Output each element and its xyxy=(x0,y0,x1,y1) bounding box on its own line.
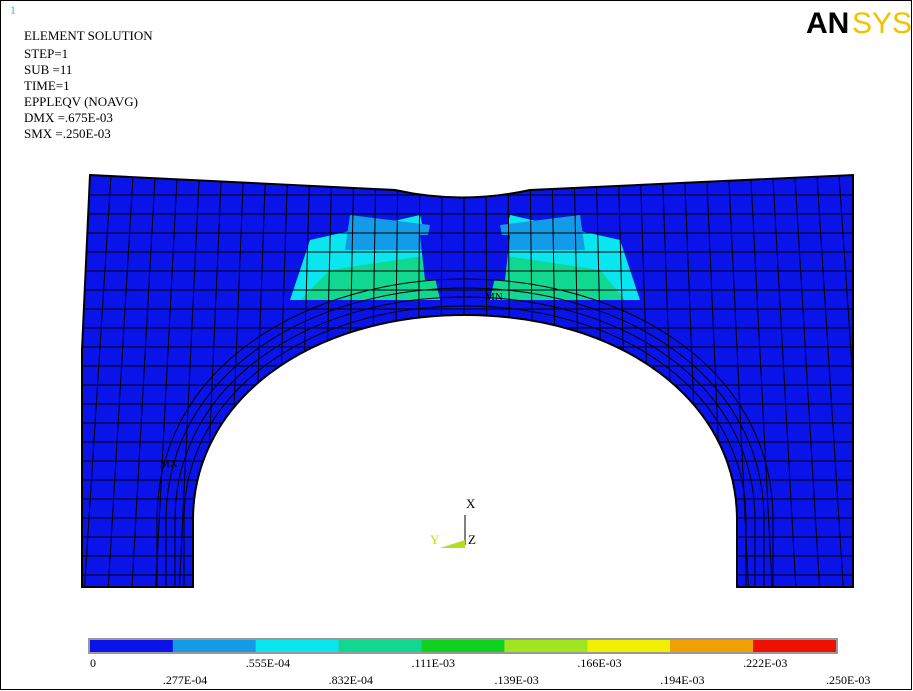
header-line: DMX =.675E-03 xyxy=(24,110,113,125)
legend-label: .250E-03 xyxy=(826,673,870,687)
logo-left: AN xyxy=(806,7,849,40)
legend-label: .222E-03 xyxy=(743,656,787,670)
legend-label: .194E-03 xyxy=(660,673,704,687)
triad-y: Y xyxy=(430,532,440,547)
legend-swatch xyxy=(256,640,339,652)
legend-swatch xyxy=(90,640,173,652)
legend-swatch xyxy=(753,640,836,652)
legend-swatch xyxy=(670,640,753,652)
min-marker: MN xyxy=(485,291,503,303)
logo-right: SYS xyxy=(852,7,912,40)
legend-label: .111E-03 xyxy=(412,656,455,670)
legend-label: .139E-03 xyxy=(494,673,538,687)
patch xyxy=(420,235,510,280)
window-number: 1 xyxy=(10,3,16,17)
triad-x: X xyxy=(466,496,476,511)
legend-label: .832E-04 xyxy=(329,673,373,687)
legend-label: .166E-03 xyxy=(577,656,621,670)
header-line: ELEMENT SOLUTION xyxy=(24,28,153,43)
header-line: TIME=1 xyxy=(24,78,70,93)
legend-label: .277E-04 xyxy=(163,673,207,687)
max-marker: MX xyxy=(160,458,178,470)
header-line: STEP=1 xyxy=(24,46,68,61)
ansys-plot: 1 AN SYS ELEMENT SOLUTION STEP=1SUB =11TI… xyxy=(0,0,913,691)
triad-z: Z xyxy=(468,532,476,547)
legend-swatch xyxy=(504,640,587,652)
header-line: SUB =11 xyxy=(24,62,72,77)
legend-swatch xyxy=(339,640,422,652)
legend-label: 0 xyxy=(90,656,96,670)
legend-label: .555E-04 xyxy=(246,656,290,670)
header-line: SMX =.250E-03 xyxy=(24,126,111,141)
legend-swatch xyxy=(173,640,256,652)
legend-swatch xyxy=(422,640,505,652)
legend-swatch xyxy=(587,640,670,652)
header-line: EPPLEQV (NOAVG) xyxy=(24,94,138,109)
